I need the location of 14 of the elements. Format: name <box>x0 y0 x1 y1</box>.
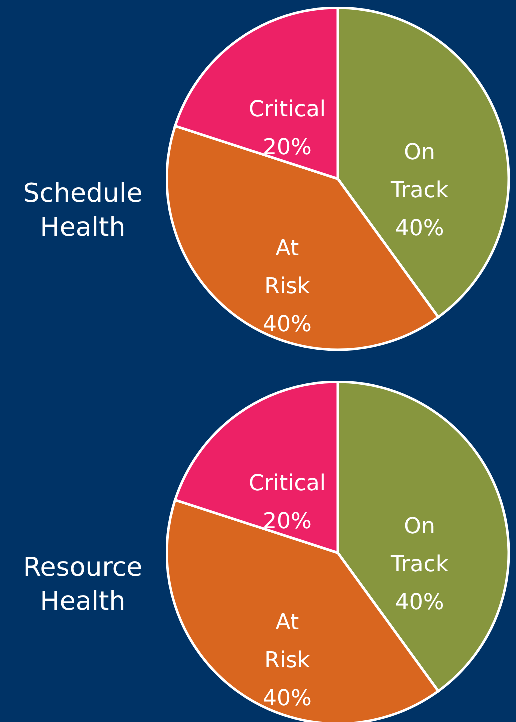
data-label: 40% <box>262 686 312 712</box>
slice-label: Critical <box>248 97 326 122</box>
slice-label: At Risk <box>264 236 311 300</box>
slice-label: On Track <box>390 140 449 204</box>
text: Schedule Health <box>22 178 144 245</box>
data-label: 20% <box>262 509 312 534</box>
data-label: 40% <box>262 312 312 338</box>
data-label: 20% <box>262 135 312 160</box>
slice-label: At Risk <box>264 610 311 674</box>
slice-label: On Track <box>390 514 449 578</box>
data-label: 40% <box>395 590 444 616</box>
text: Resource Health <box>22 552 144 619</box>
slice-label: Critical <box>248 471 326 496</box>
data-label: 40% <box>395 216 444 242</box>
